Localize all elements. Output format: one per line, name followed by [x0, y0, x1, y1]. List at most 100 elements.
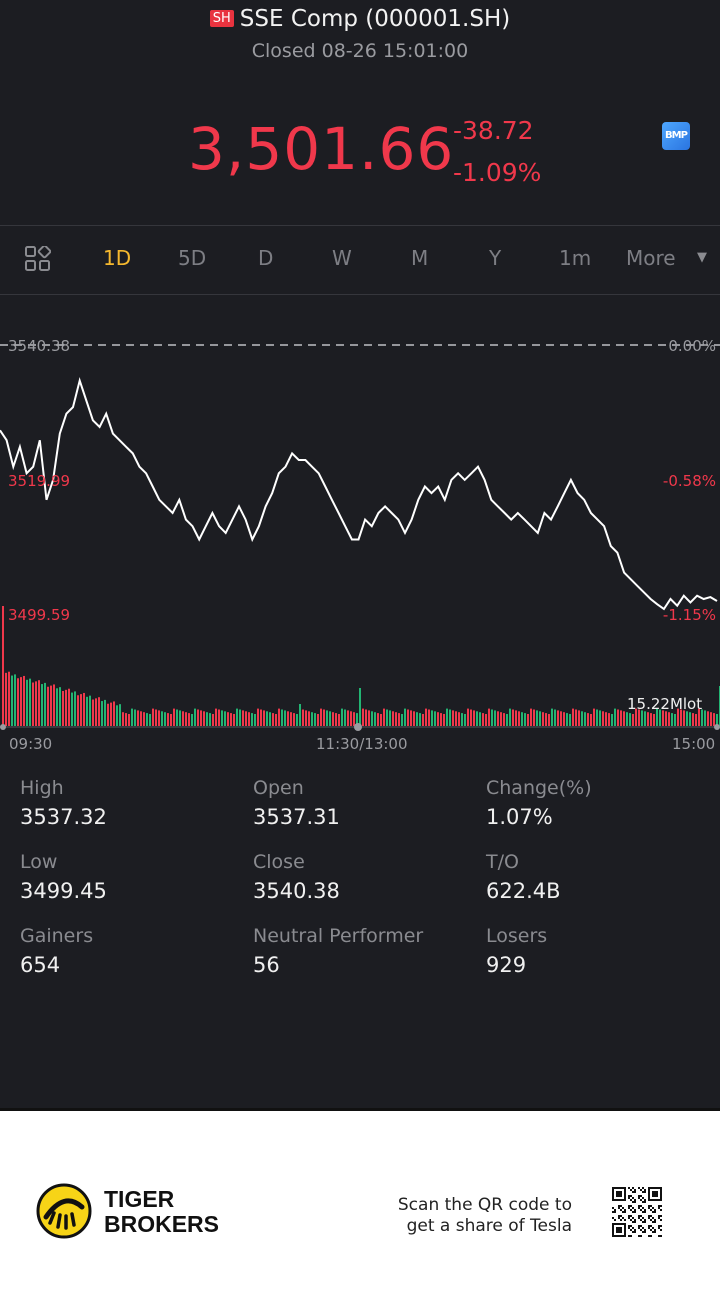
- volume-bar: [233, 714, 235, 726]
- volume-bar: [638, 709, 640, 726]
- volume-bar: [533, 709, 535, 726]
- volume-bar: [275, 714, 277, 726]
- stat-value: 1.07%: [486, 805, 553, 829]
- stat-label: T/O: [486, 851, 519, 873]
- volume-bar: [26, 679, 28, 726]
- volume-bar: [23, 675, 25, 726]
- stat-label: Low: [20, 851, 58, 873]
- volume-bar: [293, 713, 295, 726]
- tiger-logo-icon: [36, 1183, 92, 1239]
- volume-bar: [554, 709, 556, 726]
- volume-bar: [536, 710, 538, 726]
- y-tick-left-bottom: 3499.59: [8, 606, 71, 624]
- volume-bar: [434, 711, 436, 726]
- volume-bar: [284, 710, 286, 726]
- volume-bar: [683, 710, 685, 726]
- y-tick-right-top: 0.00%: [668, 337, 716, 355]
- exchange-badge: SH: [209, 10, 234, 27]
- price-change-percent: -1.09%: [453, 158, 542, 187]
- volume-bar: [710, 712, 712, 726]
- volume-bar: [563, 712, 565, 726]
- volume-bar: [407, 709, 409, 726]
- layout-grid-icon[interactable]: [25, 246, 51, 272]
- volume-bar: [461, 713, 463, 726]
- volume-bar: [119, 704, 121, 726]
- tab-year[interactable]: Y: [489, 246, 502, 270]
- volume-bar: [308, 711, 310, 726]
- time-axis-dot-start: [0, 724, 6, 730]
- tab-week[interactable]: W: [332, 246, 352, 270]
- volume-bar: [575, 709, 577, 726]
- last-price: 3,501.66: [188, 115, 455, 183]
- time-axis-dot-end: [714, 724, 720, 730]
- volume-bar: [647, 712, 649, 726]
- volume-bar: [221, 710, 223, 726]
- volume-bar: [689, 712, 691, 726]
- stat-neutral: Neutral Performer 56: [253, 925, 473, 977]
- volume-bar: [209, 713, 211, 726]
- volume-bar: [29, 678, 31, 726]
- volume-bar: [527, 714, 529, 726]
- volume-bar: [269, 712, 271, 726]
- brand-line2: BROKERS: [104, 1211, 220, 1237]
- stat-label: Gainers: [20, 925, 94, 947]
- volume-bar: [371, 711, 373, 726]
- volume-bar: [500, 712, 502, 726]
- stat-value: 3537.32: [20, 805, 107, 829]
- volume-bar: [191, 714, 193, 726]
- tab-1min[interactable]: 1m: [559, 246, 592, 270]
- volume-bar: [107, 703, 109, 726]
- tab-5d[interactable]: 5D: [178, 246, 207, 270]
- volume-bar: [617, 709, 619, 726]
- volume-bar: [227, 712, 229, 726]
- volume-bar: [608, 713, 610, 726]
- volume-bar: [344, 709, 346, 726]
- volume-bar: [557, 710, 559, 726]
- volume-bar: [350, 711, 352, 726]
- tab-month[interactable]: M: [411, 246, 429, 270]
- volume-bar: [362, 708, 364, 726]
- time-axis-dot-mid: [354, 723, 362, 731]
- period-tabs: [0, 225, 720, 295]
- stat-label: Losers: [486, 925, 548, 947]
- bmp-icon[interactable]: BMP: [662, 122, 690, 150]
- tab-1d[interactable]: 1D: [103, 246, 132, 270]
- volume-bar: [467, 708, 469, 726]
- volume-bar: [515, 710, 517, 726]
- volume-label: 15.22Mlot: [627, 695, 703, 713]
- chevron-down-icon[interactable]: ▼: [697, 250, 707, 265]
- y-tick-right-bottom: -1.15%: [662, 606, 716, 624]
- intraday-chart[interactable]: [0, 296, 720, 766]
- volume-bar: [188, 713, 190, 726]
- tab-day[interactable]: D: [258, 246, 274, 270]
- volume-bar: [164, 712, 166, 726]
- qr-code-icon[interactable]: [612, 1187, 662, 1237]
- volume-bar: [44, 682, 46, 726]
- volume-bar: [692, 713, 694, 726]
- title-row: SH SSE Comp (000001.SH): [0, 6, 720, 32]
- tab-more[interactable]: More: [626, 246, 676, 270]
- volume-bar: [614, 708, 616, 726]
- volume-bar: [419, 713, 421, 726]
- volume-bar: [332, 712, 334, 726]
- volume-bar: [32, 682, 34, 726]
- volume-bar: [272, 713, 274, 726]
- volume-bar: [2, 606, 4, 726]
- volume-bar: [368, 710, 370, 726]
- volume-bar: [383, 708, 385, 726]
- stat-change-pct: Change(%) 1.07%: [486, 777, 706, 829]
- volume-bar: [302, 709, 304, 726]
- price-change: -38.72: [453, 116, 534, 145]
- volume-bar: [137, 710, 139, 726]
- volume-bar: [248, 712, 250, 726]
- volume-bar: [479, 712, 481, 726]
- volume-bar: [167, 713, 169, 726]
- market-status: Closed 08-26 15:01:00: [251, 40, 469, 62]
- volume-bar: [632, 714, 634, 726]
- volume-bar: [410, 710, 412, 726]
- stat-value: 654: [20, 953, 61, 977]
- volume-bar: [470, 709, 472, 726]
- qr-caption-line2: get a share of Tesla: [406, 1216, 572, 1236]
- stat-label: High: [20, 777, 64, 799]
- volume-bar: [431, 710, 433, 726]
